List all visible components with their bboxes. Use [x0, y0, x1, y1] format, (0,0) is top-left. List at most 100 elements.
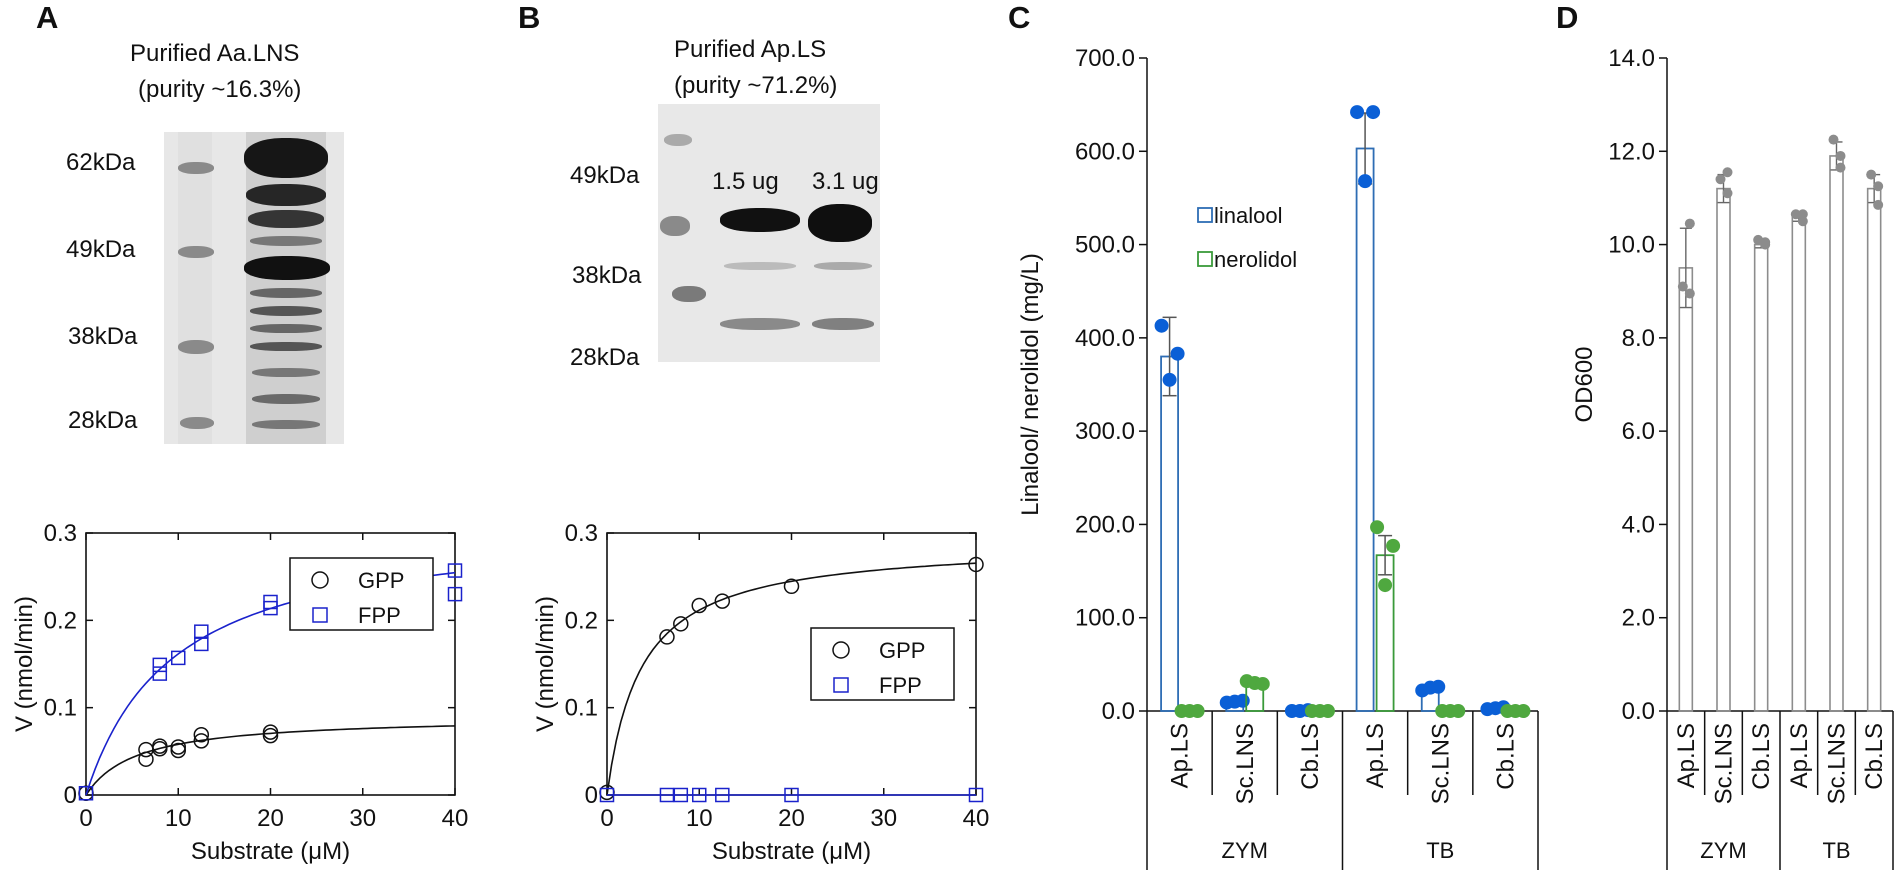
panel-c-legend-nerolidol-marker [1197, 251, 1213, 267]
panel-a-fpp-point [171, 650, 186, 666]
panel-a-fpp-point [194, 636, 209, 652]
panel-d-od-bar [1866, 187, 1882, 712]
panel-c-category-label: Ap.LS [1362, 723, 1389, 788]
panel-d-replicate-point [1828, 134, 1839, 145]
gel-a-marker-band [178, 340, 214, 354]
panel-d-y-tick-label: 4.0 [1622, 511, 1655, 538]
gel-a-sample-band [252, 368, 320, 377]
panel-d-od-bar [1678, 267, 1694, 712]
panel-a-gpp-point [193, 726, 210, 743]
panel-b-x-tick-label: 30 [870, 805, 897, 832]
panel-letter-a: A [36, 0, 59, 35]
gel-b-marker-band [664, 134, 692, 146]
panel-c-linalool-replicate-point [1358, 174, 1373, 189]
gel-a-target-band [244, 256, 330, 280]
panel-d-replicate-point [1835, 150, 1846, 161]
gel-b-sample-band [814, 262, 872, 270]
panel-c-nerolidol-replicate-point [1255, 676, 1270, 691]
panel-b-y-tick-label: 0.3 [565, 520, 598, 547]
gel-b-marker-label: 38kDa [572, 262, 642, 289]
gel-a-marker-band [178, 246, 214, 258]
panel-b-gpp-point [968, 556, 984, 573]
panel-c-linalool-replicate-point [1154, 318, 1169, 333]
panel-d-od-bar [1829, 155, 1844, 712]
panel-a-fpp-point [447, 563, 463, 578]
panel-d-od-bar [1791, 215, 1807, 712]
panel-a-y-tick-label: 0.1 [44, 695, 77, 722]
panel-c-y-tick-label: 200.0 [1075, 511, 1135, 538]
panel-c-legend-linalool-label: linalool [1214, 203, 1283, 228]
gel-a-marker-label: 62kDa [66, 149, 136, 176]
panel-c-category-label: Cb.LS [1297, 723, 1324, 790]
panel-a-legend-fpp-label: FPP [358, 603, 401, 628]
panel-a-fpp-point [263, 594, 278, 610]
panel-b-gpp-point [783, 578, 800, 595]
panel-d-replicate-point [1684, 288, 1695, 299]
gel-b-sample-band [720, 318, 800, 330]
panel-b-fpp-point [784, 787, 799, 803]
panel-c-linalool-replicate-point [1366, 105, 1381, 120]
panel-letter-b: B [518, 0, 541, 35]
gel-a-sample-band [244, 138, 328, 178]
panel-a-fpp-point [78, 786, 94, 801]
panel-c-y-tick-label: 700.0 [1075, 45, 1135, 72]
panel-d-y-tick-label: 8.0 [1622, 325, 1655, 352]
gel-b-lane2-target-band [808, 204, 872, 242]
panel-d-y-tick-label: 14.0 [1608, 45, 1655, 72]
gel-b-marker-band [660, 216, 690, 236]
gel-a-sample-band [250, 342, 322, 351]
panel-a-x-tick-label: 30 [349, 805, 376, 832]
panel-d-od-bar [1753, 243, 1769, 712]
panel-a-gpp-point [193, 733, 210, 749]
gel-a-sample-band [250, 288, 322, 298]
panel-c-y-tick-label: 300.0 [1075, 418, 1135, 445]
panel-b-legend-fpp-marker [833, 677, 849, 693]
gel-a-marker-lane [178, 132, 212, 444]
panel-d-category-label: Cb.LS [1748, 723, 1775, 790]
panel-a-x-tick-label: 20 [257, 805, 284, 832]
panel-b-y-tick-label: 0.2 [565, 607, 598, 634]
gel-b-marker-label: 49kDa [570, 162, 640, 189]
panel-b-fpp-point [692, 787, 707, 803]
panel-c-group-label: TB [1426, 838, 1454, 863]
panel-d-replicate-point [1873, 181, 1884, 192]
gel-a-sample-band [248, 210, 324, 228]
gel-b-lane-label: 1.5 ug [712, 168, 779, 195]
panel-c-nerolidol-replicate-point [1451, 704, 1466, 718]
panel-d-y-tick-label: 6.0 [1622, 418, 1655, 445]
panel-b-fpp-point [715, 787, 730, 803]
panel-d-replicate-point [1684, 218, 1695, 229]
panel-a-legend-gpp-marker [311, 571, 329, 589]
panel-b-legend-gpp-marker [832, 641, 850, 659]
panel-a-gpp-point [138, 741, 154, 758]
panel-b-legend-gpp-label: GPP [879, 638, 925, 663]
panel-c-nerolidol-replicate-point [1386, 538, 1401, 553]
panel-d-replicate-point [1715, 174, 1726, 185]
panel-letter-c: C [1008, 0, 1031, 35]
panel-d-od-bar [1716, 187, 1731, 712]
panel-a-legend-fpp-marker [312, 607, 328, 623]
panel-c-linalool-replicate-point [1170, 346, 1185, 361]
panel-c-nerolidol-replicate-point [1378, 578, 1393, 593]
panel-a-fpp-point [152, 657, 168, 673]
panel-c-category-label: Cb.LS [1492, 723, 1519, 790]
panel-a-legend-box [289, 557, 434, 631]
panel-b-fpp-point [673, 787, 689, 803]
panel-a-fpp-point [194, 624, 209, 639]
panel-b-fpp-point [599, 787, 615, 803]
gel-a-sample-band [252, 394, 320, 404]
panel-b-legend-fpp-label: FPP [879, 673, 922, 698]
panel-c-group-label: ZYM [1222, 838, 1268, 863]
gel-image-b [658, 104, 880, 362]
gel-b-marker-label: 28kDa [570, 344, 640, 371]
gel-a-marker-band [180, 417, 214, 429]
panel-b-y-tick-label: 0.1 [565, 695, 598, 722]
gel-b-sample-band [812, 318, 874, 330]
gel-a-marker-band [178, 162, 214, 174]
panel-a-gpp-point [262, 724, 279, 740]
panel-b-legend-box [810, 627, 955, 701]
panel-c-linalool-bar [1160, 355, 1179, 712]
gel-a-sample-band [252, 420, 320, 429]
panel-c-category-label: Sc.LNS [1232, 723, 1259, 804]
panel-c-linalool-replicate-point [1350, 105, 1365, 120]
